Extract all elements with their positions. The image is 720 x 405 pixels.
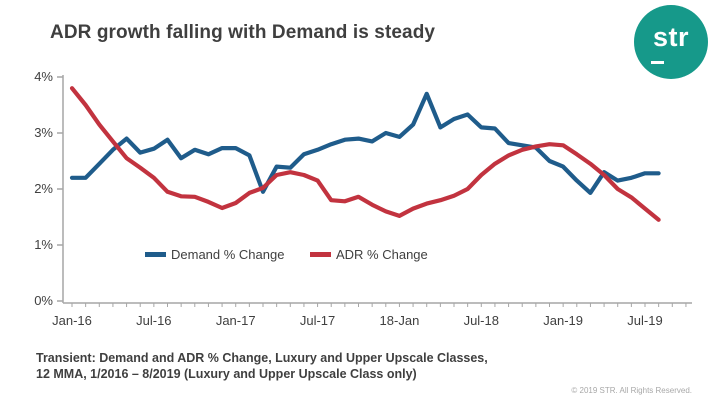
footnote: Transient: Demand and ADR % Change, Luxu… xyxy=(36,350,556,382)
adr-series-line xyxy=(69,86,661,222)
x-axis-label: 18-Jan xyxy=(379,313,420,328)
legend-item-adr: ADR % Change xyxy=(310,246,428,262)
x-axis-label: Jan-17 xyxy=(215,313,256,328)
demand-legend-label: Demand % Change xyxy=(171,246,285,262)
str-logo: str xyxy=(634,5,708,79)
y-axis-label: 0% xyxy=(34,293,53,308)
legend-item-demand: Demand % Change xyxy=(145,246,284,262)
y-axis-label: 1% xyxy=(34,237,53,252)
y-axis-label: 3% xyxy=(34,125,53,140)
x-axis-label: Jul-18 xyxy=(463,313,499,328)
footnote-line-1: Transient: Demand and ADR % Change, Luxu… xyxy=(36,351,488,365)
copyright-text: © 2019 STR. All Rights Reserved. xyxy=(571,386,692,395)
demand-legend-swatch xyxy=(145,251,166,257)
adr-legend-label: ADR % Change xyxy=(336,246,428,262)
x-axis-label: Jul-16 xyxy=(136,313,172,328)
x-axis-label: Jan-16 xyxy=(52,313,92,328)
str-logo-text: str xyxy=(652,22,689,52)
x-axis-label: Jan-19 xyxy=(543,313,584,328)
adr-legend-swatch xyxy=(310,251,331,257)
slide-title: ADR growth falling with Demand is steady xyxy=(50,22,436,43)
chart-legend: Demand % Change ADR % Change xyxy=(0,246,720,262)
y-axis-label: 2% xyxy=(34,181,53,196)
x-axis-label: Jul-17 xyxy=(299,313,336,328)
footnote-line-2: 12 MMA, 1/2016 – 8/2019 (Luxury and Uppe… xyxy=(36,367,417,381)
y-axis-label: 4% xyxy=(34,69,53,84)
demand-series-line xyxy=(69,91,661,195)
x-axis-label: Jul-19 xyxy=(627,313,663,328)
str-logo-underline xyxy=(651,61,664,64)
